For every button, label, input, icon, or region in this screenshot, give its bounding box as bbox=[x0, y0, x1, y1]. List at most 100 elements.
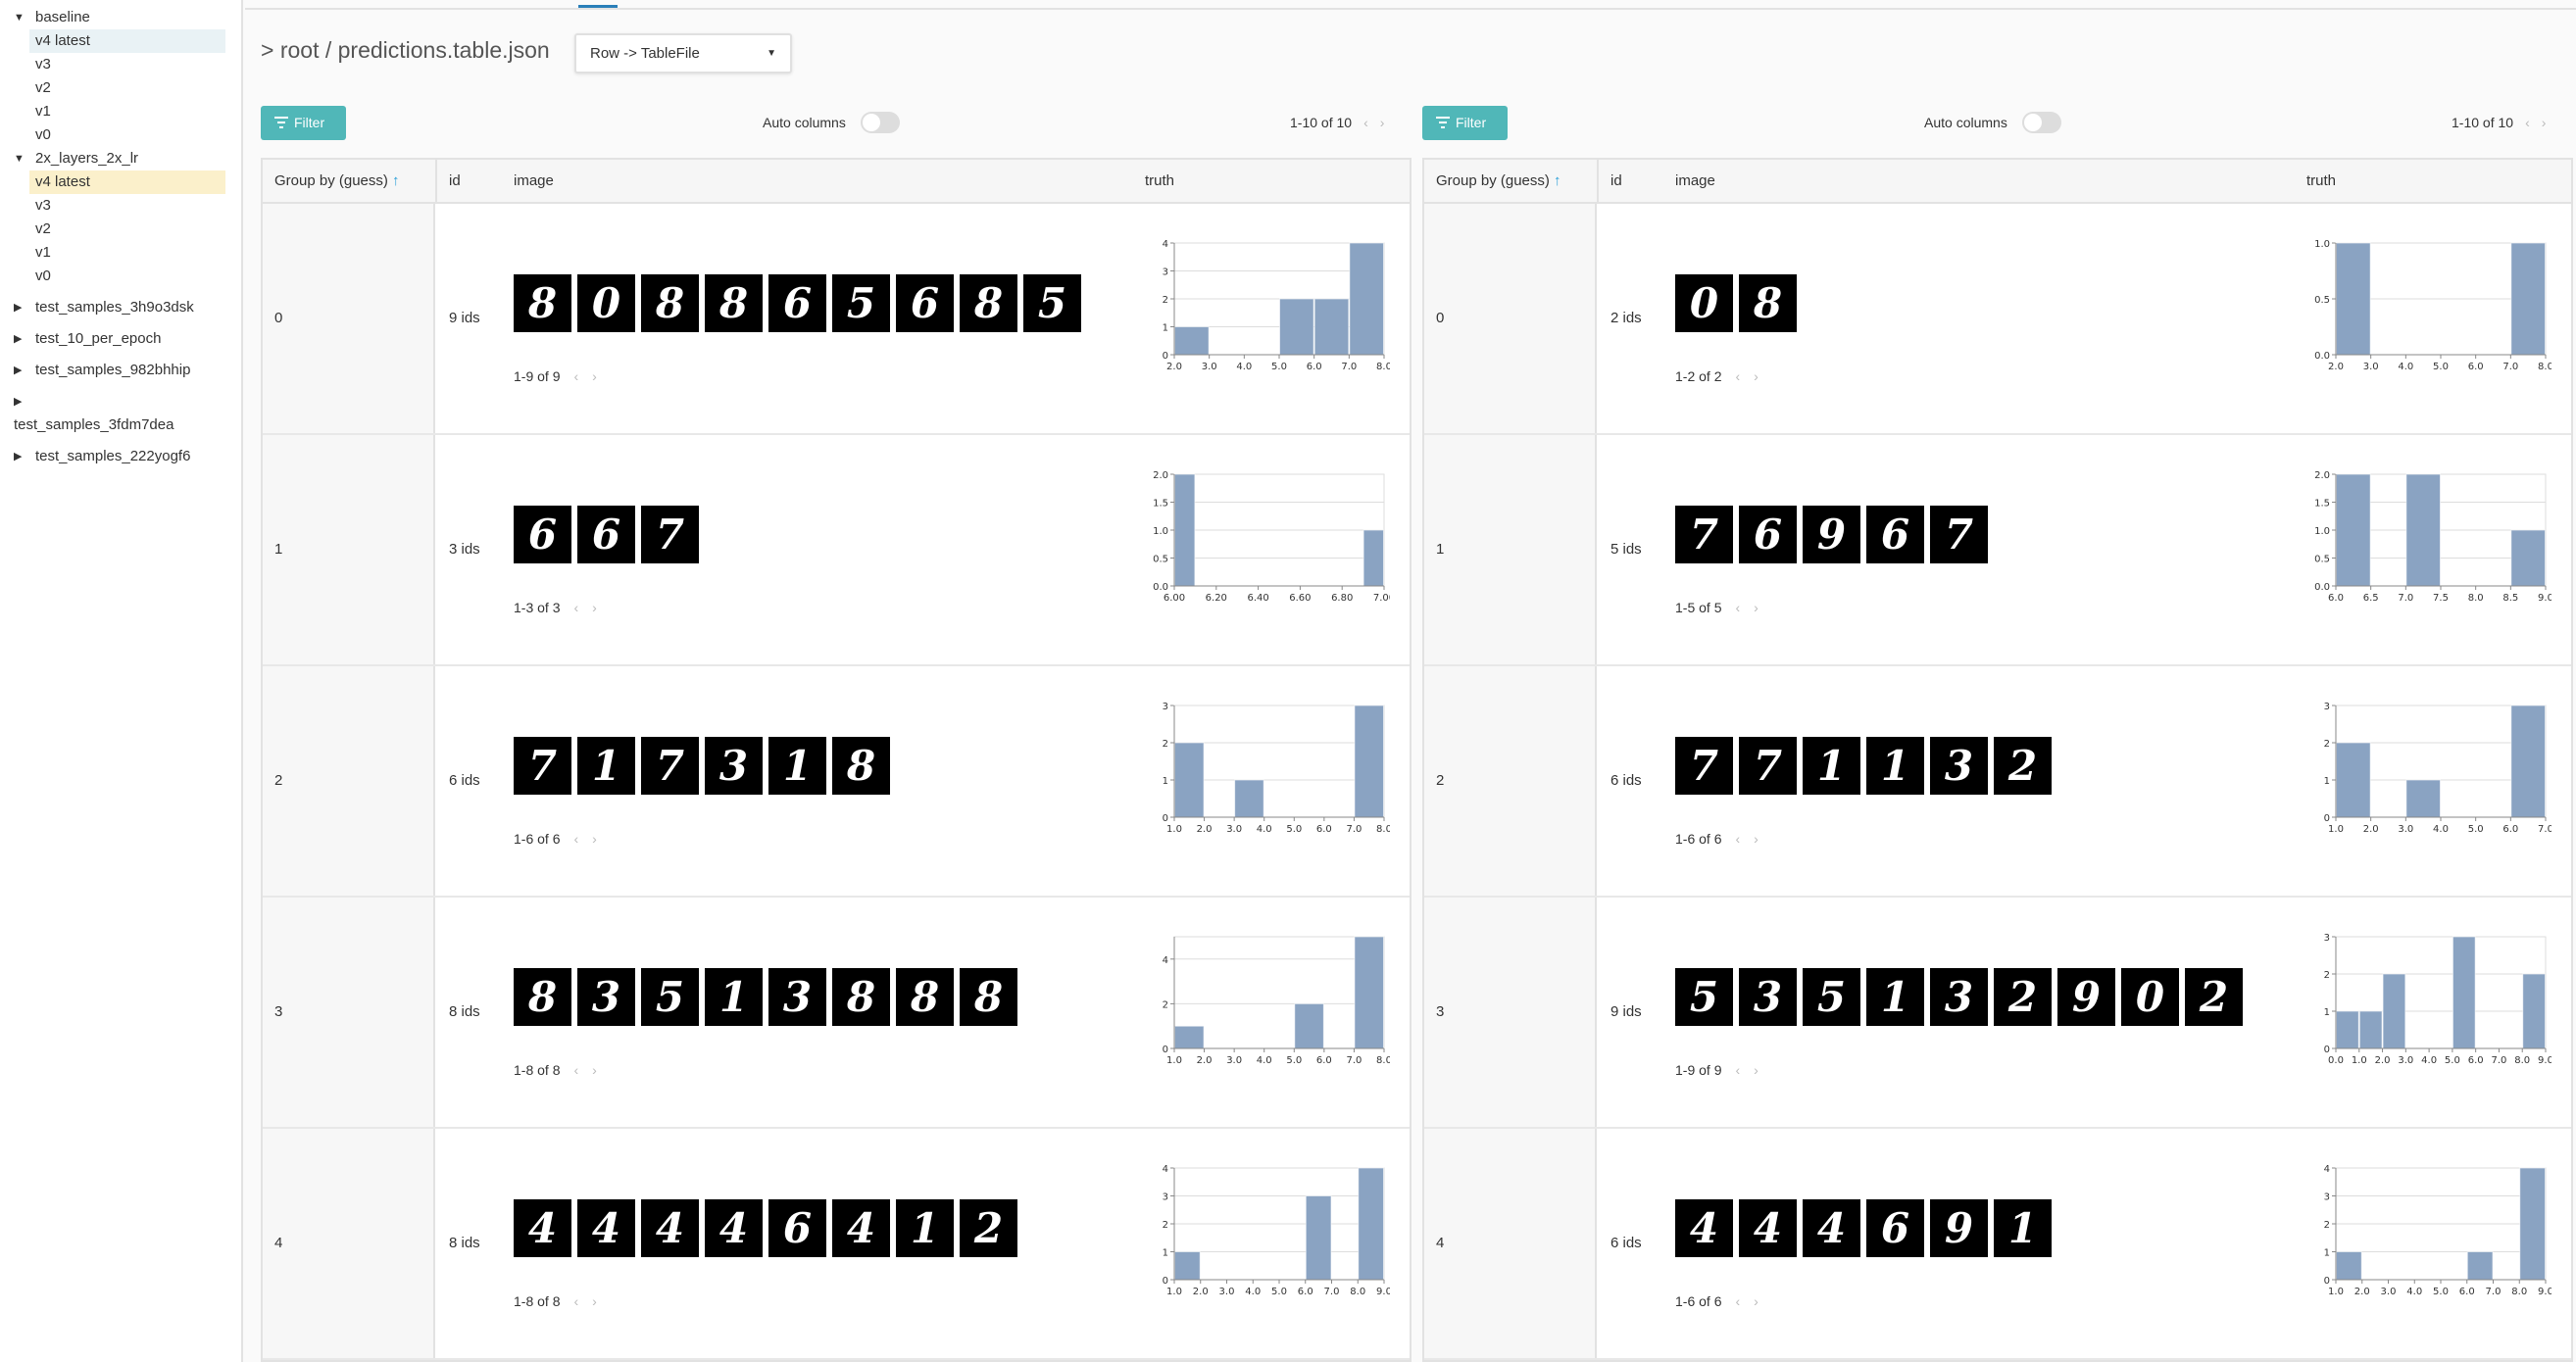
digit-image[interactable]: 1 bbox=[1994, 1199, 2052, 1257]
sidebar-item[interactable]: v1 bbox=[29, 241, 225, 265]
digit-image[interactable]: 8 bbox=[1739, 274, 1797, 332]
auto-columns-toggle[interactable] bbox=[2022, 112, 2061, 133]
column-header-id[interactable]: id bbox=[449, 172, 461, 189]
prev-page-icon[interactable]: ‹ bbox=[573, 1293, 579, 1309]
prev-page-icon[interactable]: ‹ bbox=[573, 831, 579, 847]
digit-image[interactable]: 5 bbox=[641, 968, 699, 1026]
digit-image[interactable]: 1 bbox=[1866, 737, 1924, 795]
digit-image[interactable]: 1 bbox=[768, 737, 826, 795]
digit-image[interactable]: 4 bbox=[514, 1199, 571, 1257]
sidebar-item[interactable]: v4 latest bbox=[29, 170, 225, 194]
digit-image[interactable]: 5 bbox=[832, 274, 890, 332]
row-type-dropdown[interactable]: Row -> TableFile ▼ bbox=[574, 33, 792, 73]
digit-image[interactable]: 4 bbox=[641, 1199, 699, 1257]
next-page-icon[interactable]: › bbox=[1754, 1293, 1759, 1309]
next-page-icon[interactable]: › bbox=[592, 831, 597, 847]
column-header-truth[interactable]: truth bbox=[1145, 172, 1175, 189]
digit-image[interactable]: 6 bbox=[768, 274, 826, 332]
sidebar-item[interactable]: ▶ test_10_per_epoch bbox=[0, 327, 225, 351]
digit-image[interactable]: 4 bbox=[577, 1199, 635, 1257]
column-header-truth[interactable]: truth bbox=[2306, 172, 2337, 189]
caret-right-icon[interactable]: ▶ bbox=[14, 302, 23, 314]
prev-page-icon[interactable]: ‹ bbox=[1363, 115, 1368, 130]
digit-image[interactable]: 3 bbox=[577, 968, 635, 1026]
caret-right-icon[interactable]: ▶ bbox=[14, 365, 23, 376]
sidebar-item[interactable]: ▼ baseline bbox=[0, 6, 225, 29]
digit-image[interactable]: 2 bbox=[1994, 737, 2052, 795]
sidebar-item[interactable]: v3 bbox=[29, 194, 225, 218]
digit-image[interactable]: 1 bbox=[1866, 968, 1924, 1026]
digit-image[interactable]: 1 bbox=[577, 737, 635, 795]
filter-button[interactable]: Filter bbox=[261, 106, 346, 140]
next-page-icon[interactable]: › bbox=[592, 368, 597, 384]
digit-image[interactable]: 6 bbox=[1866, 1199, 1924, 1257]
next-page-icon[interactable]: › bbox=[1754, 831, 1759, 847]
digit-image[interactable]: 1 bbox=[1803, 737, 1860, 795]
digit-image[interactable]: 4 bbox=[832, 1199, 890, 1257]
digit-image[interactable]: 0 bbox=[577, 274, 635, 332]
digit-image[interactable]: 8 bbox=[832, 737, 890, 795]
digit-image[interactable]: 8 bbox=[832, 968, 890, 1026]
prev-page-icon[interactable]: ‹ bbox=[1735, 368, 1741, 384]
breadcrumb[interactable]: > root / predictions.table.json bbox=[261, 37, 550, 63]
digit-image[interactable]: 3 bbox=[768, 968, 826, 1026]
caret-right-icon[interactable]: ▶ bbox=[14, 451, 23, 462]
digit-image[interactable]: 7 bbox=[641, 737, 699, 795]
digit-image[interactable]: 6 bbox=[514, 506, 571, 563]
sidebar-item[interactable]: v3 bbox=[29, 53, 225, 76]
sidebar-item[interactable]: ▼ 2x_layers_2x_lr bbox=[0, 147, 225, 170]
digit-image[interactable]: 8 bbox=[514, 274, 571, 332]
sidebar-item[interactable]: v1 bbox=[29, 100, 225, 123]
digit-image[interactable]: 6 bbox=[1866, 506, 1924, 563]
digit-image[interactable]: 8 bbox=[705, 274, 763, 332]
digit-image[interactable]: 6 bbox=[896, 274, 954, 332]
next-page-icon[interactable]: › bbox=[592, 1062, 597, 1078]
sidebar-item[interactable]: v2 bbox=[29, 76, 225, 100]
sort-ascending-icon[interactable]: ↑ bbox=[1549, 172, 1561, 189]
digit-image[interactable]: 2 bbox=[960, 1199, 1017, 1257]
digit-image[interactable]: 8 bbox=[641, 274, 699, 332]
digit-image[interactable]: 3 bbox=[1739, 968, 1797, 1026]
sidebar-item[interactable]: ▶ test_samples_222yogf6 bbox=[0, 445, 225, 468]
prev-page-icon[interactable]: ‹ bbox=[1735, 1062, 1741, 1078]
digit-image[interactable]: 3 bbox=[705, 737, 763, 795]
prev-page-icon[interactable]: ‹ bbox=[573, 1062, 579, 1078]
digit-image[interactable]: 9 bbox=[1803, 506, 1860, 563]
digit-image[interactable]: 7 bbox=[1675, 737, 1733, 795]
digit-image[interactable]: 2 bbox=[1994, 968, 2052, 1026]
sidebar-item[interactable]: v0 bbox=[29, 123, 225, 147]
column-header-group[interactable]: Group by (guess) ↑ bbox=[1436, 172, 1561, 189]
digit-image[interactable]: 7 bbox=[1675, 506, 1733, 563]
prev-page-icon[interactable]: ‹ bbox=[1735, 1293, 1741, 1309]
caret-down-icon[interactable]: ▼ bbox=[14, 12, 25, 24]
column-header-id[interactable]: id bbox=[1610, 172, 1622, 189]
caret-right-icon[interactable]: ▶ bbox=[14, 333, 23, 345]
next-page-icon[interactable]: › bbox=[1754, 368, 1759, 384]
prev-page-icon[interactable]: ‹ bbox=[1735, 600, 1741, 615]
sidebar-item[interactable]: v2 bbox=[29, 218, 225, 241]
digit-image[interactable]: 9 bbox=[2057, 968, 2115, 1026]
digit-image[interactable]: 0 bbox=[1675, 274, 1733, 332]
digit-image[interactable]: 7 bbox=[514, 737, 571, 795]
digit-image[interactable]: 4 bbox=[1739, 1199, 1797, 1257]
sidebar-item[interactable]: ▶ test_samples_982bhhip bbox=[0, 359, 225, 382]
sidebar-item[interactable]: ▶ bbox=[0, 390, 225, 413]
digit-image[interactable]: 1 bbox=[705, 968, 763, 1026]
caret-right-icon[interactable]: ▶ bbox=[14, 396, 23, 408]
digit-image[interactable]: 7 bbox=[1930, 506, 1988, 563]
caret-down-icon[interactable]: ▼ bbox=[14, 153, 25, 165]
prev-page-icon[interactable]: ‹ bbox=[573, 368, 579, 384]
next-page-icon[interactable]: › bbox=[1754, 1062, 1759, 1078]
prev-page-icon[interactable]: ‹ bbox=[1735, 831, 1741, 847]
digit-image[interactable]: 4 bbox=[1803, 1199, 1860, 1257]
sidebar-item[interactable]: ▶ test_samples_3h9o3dsk bbox=[0, 296, 225, 319]
digit-image[interactable]: 5 bbox=[1675, 968, 1733, 1026]
next-page-icon[interactable]: › bbox=[592, 1293, 597, 1309]
sidebar-item[interactable]: v4 latest bbox=[29, 29, 225, 53]
digit-image[interactable]: 4 bbox=[1675, 1199, 1733, 1257]
digit-image[interactable]: 6 bbox=[1739, 506, 1797, 563]
digit-image[interactable]: 6 bbox=[768, 1199, 826, 1257]
column-header-image[interactable]: image bbox=[1675, 172, 1715, 189]
next-page-icon[interactable]: › bbox=[592, 600, 597, 615]
digit-image[interactable]: 7 bbox=[641, 506, 699, 563]
